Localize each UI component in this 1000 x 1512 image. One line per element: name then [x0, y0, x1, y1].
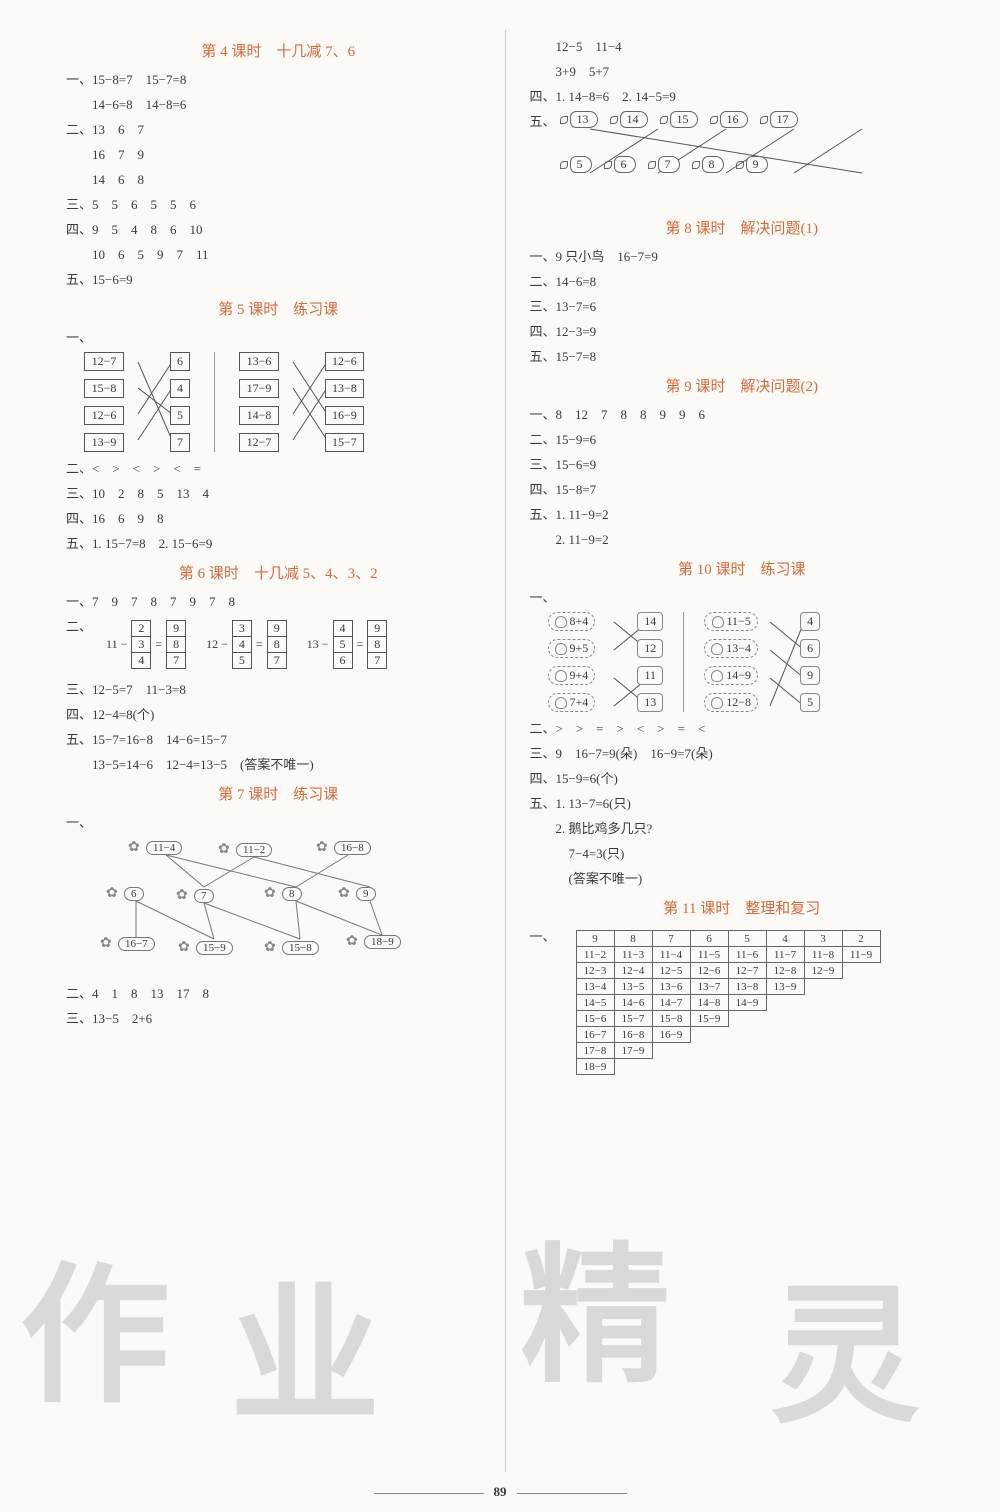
answer-line: 二、< > < > < =	[66, 458, 491, 477]
match-box: 7	[170, 433, 190, 452]
heading-lesson-7: 第 7 课时 练习课	[66, 783, 491, 804]
lesson7-matching-diagram: ✿11−4✿11−2✿16−8✿6✿7✿8✿9✿16−7✿15−9✿15−8✿1…	[86, 837, 491, 977]
answer-line: 一、15−8=7 15−7=8	[66, 69, 491, 88]
answer-line: 14−6=8 14−8=6	[66, 94, 491, 113]
heading-lesson-8: 第 8 课时 解决问题(1)	[530, 217, 955, 238]
subtraction-review-table: 9876543211−211−311−411−511−611−711−811−9…	[576, 930, 881, 1075]
match5-label: 一、	[66, 327, 491, 346]
bug-box: 18−9	[364, 935, 401, 949]
answer-line: 四、16 6 9 8	[66, 508, 491, 527]
answer-line: 三、10 2 8 5 13 4	[66, 483, 491, 502]
bug-box: 16−7	[118, 937, 155, 951]
match-box: 5	[170, 406, 190, 425]
answer-line: 三、5 5 6 5 5 6	[66, 194, 491, 213]
answer-line: 四、15−8=7	[530, 479, 955, 498]
heading-lesson-5: 第 5 课时 练习课	[66, 298, 491, 319]
page-number: 89	[0, 1484, 1000, 1500]
answer-line: 二、13 6 7	[66, 119, 491, 138]
lesson5-matching: 12−7 15−8 12−6 13−9 6 4 5 7 13−6 17−9 14−8 12−7 12−6…	[84, 352, 491, 452]
answer-line: 三、12−5=7 11−3=8	[66, 679, 491, 698]
answer-line: 五、1. 15−7=8 2. 15−6=9	[66, 533, 491, 552]
answer-line: 二、15−9=6	[530, 429, 955, 448]
bug-box: 16−8	[334, 841, 371, 855]
answer-line: 3+9 5+7	[530, 61, 955, 80]
bugs-label: 一、	[66, 812, 491, 831]
l6-label: 二、	[66, 616, 92, 635]
answer-line: 五、1. 13−7=6(只)	[530, 793, 955, 812]
bug-box: 8	[282, 887, 302, 901]
match-box: 15−7	[325, 433, 364, 452]
answer-line: 三、9 16−7=9(朵) 16−9=7(朵)	[530, 743, 955, 762]
answer-line: (答案不唯一)	[530, 868, 955, 887]
heading-lesson-6: 第 6 课时 十几减 5、4、3、2	[66, 562, 491, 583]
answer-line: 四、12−3=9	[530, 321, 955, 340]
answer-line: 13−5=14−6 12−4=13−5 (答案不唯一)	[66, 754, 491, 773]
match-box: 17−9	[239, 379, 279, 398]
left-column: 第 4 课时 十几减 7、6 一、15−8=7 15−7=8 14−6=8 14…	[60, 30, 506, 1472]
answer-line: 四、9 5 4 8 6 10	[66, 219, 491, 238]
bug-box: 6	[124, 887, 144, 901]
answer-line: 14 6 8	[66, 169, 491, 188]
fish-label: 五、	[530, 111, 556, 130]
answer-line: 四、15−9=6(个)	[530, 768, 955, 787]
answer-line: 五、15−7=8	[530, 346, 955, 365]
right-column: 12−5 11−4 3+9 5+7 四、1. 14−8=6 2. 14−5=9 五…	[524, 30, 961, 1472]
match-box: 4	[170, 379, 190, 398]
answer-line: 12−5 11−4	[530, 36, 955, 55]
bug-box: 11−4	[146, 841, 182, 855]
tri-label: 一、	[530, 926, 556, 945]
answer-line: 一、9 只小鸟 16−7=9	[530, 246, 955, 265]
match-box: 6	[170, 352, 190, 371]
l10-label: 一、	[530, 587, 955, 606]
heading-lesson-9: 第 9 课时 解决问题(2)	[530, 375, 955, 396]
answer-line: 四、1. 14−8=6 2. 14−5=9	[530, 86, 955, 105]
answer-line: 四、12−4=8(个)	[66, 704, 491, 723]
answer-line: 2. 鹅比鸡多几只?	[530, 818, 955, 837]
answer-line: 2. 11−9=2	[530, 529, 955, 548]
match-box: 13−6	[239, 352, 279, 371]
answer-line: 二、> > = > < > = <	[530, 718, 955, 737]
match-box: 13−8	[325, 379, 364, 398]
match-box: 14−8	[239, 406, 279, 425]
match-box: 12−6	[325, 352, 364, 371]
heading-lesson-10: 第 10 课时 练习课	[530, 558, 955, 579]
answer-line: 五、15−7=16−8 14−6=15−7	[66, 729, 491, 748]
bug-box: 15−8	[282, 941, 319, 955]
match-box: 12−7	[239, 433, 279, 452]
l6-top: 一、7 9 7 8 7 9 7 8	[66, 591, 491, 610]
answer-line: 五、15−6=9	[66, 269, 491, 288]
fish-carrot-matching: 131415161756789	[560, 111, 954, 207]
answer-line: 16 7 9	[66, 144, 491, 163]
match-box: 15−8	[84, 379, 124, 398]
match-box: 16−9	[325, 406, 364, 425]
lesson10-matching: 8+49+59+47+41412111311−513−414−912−84695	[548, 612, 955, 712]
match-box: 12−7	[84, 352, 124, 371]
bug-box: 15−9	[196, 941, 233, 955]
answer-line: 三、13−7=6	[530, 296, 955, 315]
answer-line: 7−4=3(只)	[530, 843, 955, 862]
answer-line: 五、1. 11−9=2	[530, 504, 955, 523]
match-box: 13−9	[84, 433, 124, 452]
answer-line: 三、15−6=9	[530, 454, 955, 473]
bug-box: 11−2	[236, 843, 272, 857]
heading-lesson-11: 第 11 课时 整理和复习	[530, 897, 955, 918]
answer-line: 二、4 1 8 13 17 8	[66, 983, 491, 1002]
bug-box: 9	[356, 887, 376, 901]
page: 作 业 精 灵 第 4 课时 十几减 7、6 一、15−8=7 15−7=8 1…	[0, 0, 1000, 1512]
match-box: 12−6	[84, 406, 124, 425]
heading-lesson-4: 第 4 课时 十几减 7、6	[66, 40, 491, 61]
answer-line: 一、8 12 7 8 8 9 9 6	[530, 404, 955, 423]
lesson6-stacks: 11 −234 = 987 12 −345 = 987 13 −456 = 98…	[106, 620, 403, 669]
answer-line: 10 6 5 9 7 11	[66, 244, 491, 263]
answer-line: 三、13−5 2+6	[66, 1008, 491, 1027]
answer-line: 二、14−6=8	[530, 271, 955, 290]
bug-box: 7	[194, 889, 214, 903]
